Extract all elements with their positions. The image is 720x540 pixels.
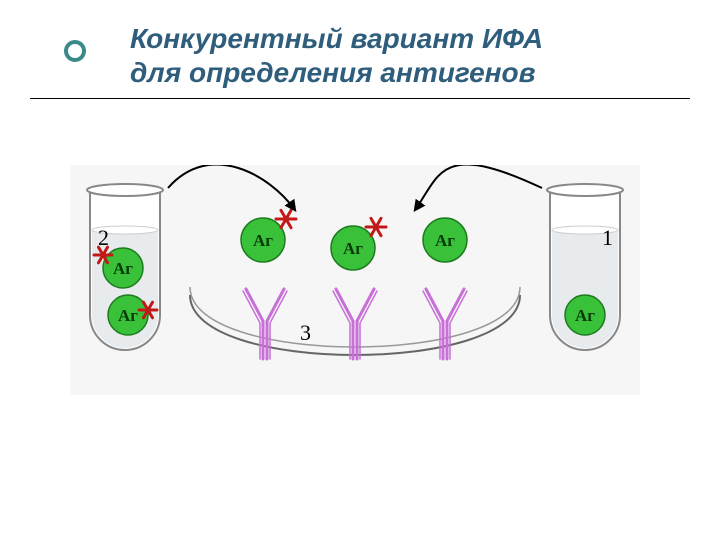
title-line-1: Конкурентный вариант ИФА bbox=[130, 22, 543, 56]
svg-text:3: 3 bbox=[300, 320, 311, 345]
svg-text:Аг: Аг bbox=[575, 306, 595, 325]
svg-text:Аг: Аг bbox=[253, 231, 273, 250]
title-line-2: для определения антигенов bbox=[130, 56, 543, 90]
title-underline bbox=[30, 98, 690, 99]
svg-text:2: 2 bbox=[98, 225, 109, 250]
page-title: Конкурентный вариант ИФА для определения… bbox=[130, 22, 543, 89]
svg-text:Аг: Аг bbox=[113, 259, 133, 278]
svg-text:Аг: Аг bbox=[343, 239, 363, 258]
svg-text:Аг: Аг bbox=[118, 306, 138, 325]
svg-text:Аг: Аг bbox=[435, 231, 455, 250]
diagram-svg: АгАгАгАгАгАг213 bbox=[70, 165, 640, 395]
title-bullet bbox=[64, 40, 86, 62]
svg-text:1: 1 bbox=[602, 225, 613, 250]
elisa-diagram: АгАгАгАгАгАг213 bbox=[70, 165, 640, 395]
